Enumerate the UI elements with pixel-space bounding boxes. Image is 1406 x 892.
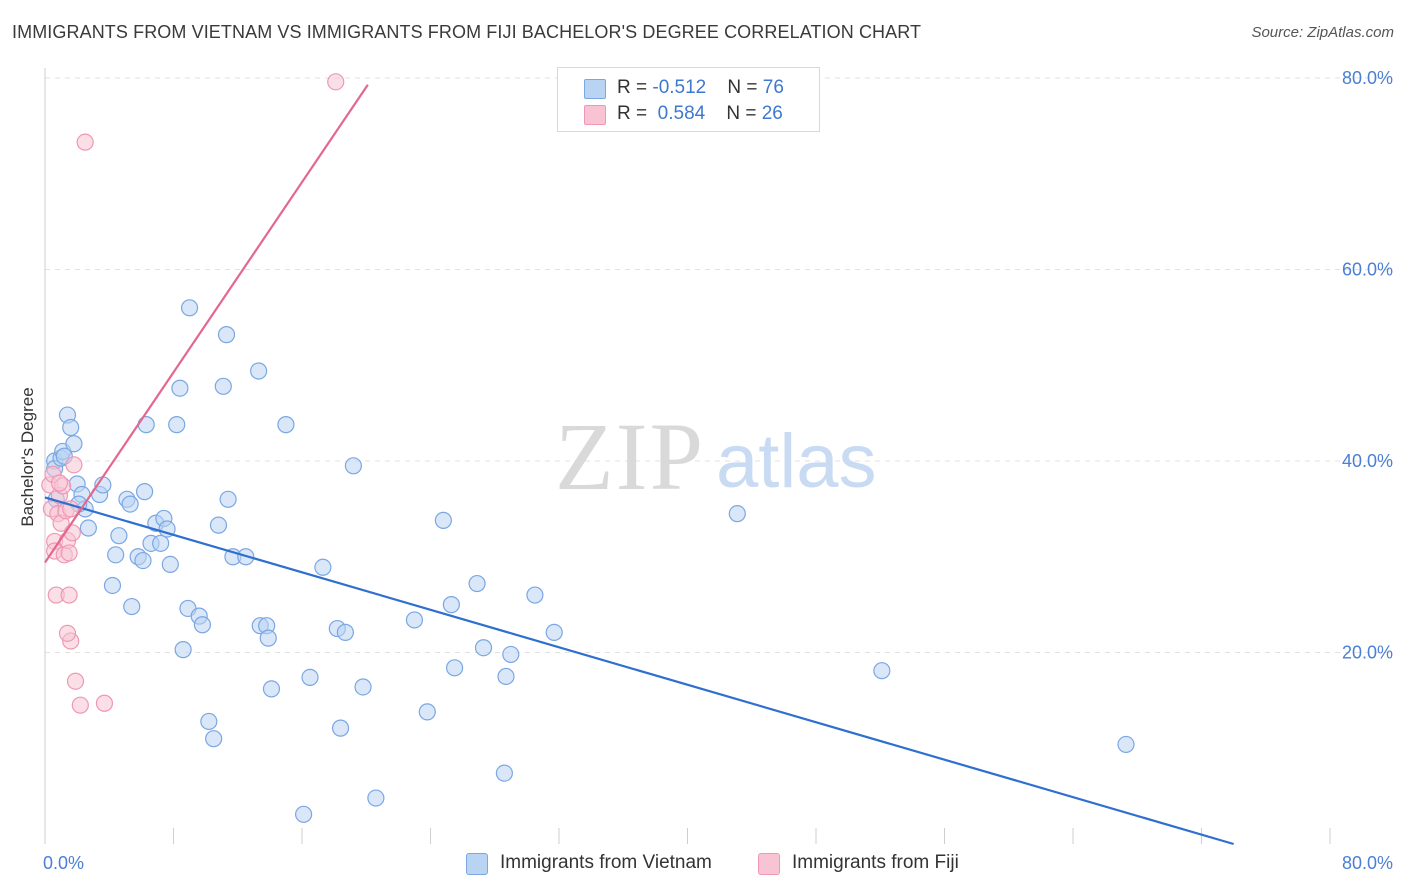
- fiji-point: [71, 696, 89, 714]
- y-tick-label: 60.0%: [1342, 260, 1393, 280]
- vietnam-point: [295, 805, 313, 823]
- vietnam-point: [442, 596, 460, 614]
- vietnam-point: [331, 719, 350, 737]
- fiji-point: [95, 694, 114, 712]
- vietnam-point: [314, 558, 332, 576]
- fiji-point: [62, 500, 80, 518]
- bottom-legend-label-fiji: Immigrants from Fiji: [792, 852, 959, 873]
- x-tick-label: 80.0%: [1342, 853, 1393, 873]
- x-tick-label: 0.0%: [43, 853, 84, 873]
- vietnam-point: [445, 659, 464, 677]
- legend-n-value: 76: [762, 77, 784, 98]
- fiji-point: [60, 544, 78, 562]
- legend-swatch-fiji: [584, 105, 606, 125]
- fiji-point: [65, 456, 83, 474]
- vietnam-point: [65, 435, 83, 453]
- points-layer: [41, 73, 1135, 823]
- vietnam-point: [62, 418, 80, 437]
- vietnam-point: [301, 668, 319, 686]
- y-tick-label: 80.0%: [1342, 68, 1393, 88]
- vietnam-point: [336, 623, 354, 641]
- vietnam-point: [205, 730, 223, 748]
- vietnam-point: [502, 645, 520, 664]
- fiji-point: [50, 474, 69, 492]
- vietnam-point: [209, 516, 228, 534]
- fiji-point: [66, 672, 85, 690]
- watermark: ZIP atlas: [555, 403, 877, 510]
- vietnam-point: [152, 534, 170, 552]
- vietnam-point: [495, 764, 513, 782]
- vietnam-point: [344, 457, 362, 475]
- legend-swatch-vietnam: [584, 79, 606, 99]
- axes-layer: [44, 68, 1331, 844]
- vietnam-point: [262, 680, 281, 698]
- fiji-point: [76, 133, 94, 151]
- vietnam-point: [168, 416, 186, 434]
- y-axis-label: Bachelor's Degree: [18, 387, 37, 526]
- vietnam-point: [474, 639, 493, 657]
- legend-n-label: N =: [727, 77, 763, 98]
- vietnam-point: [135, 483, 154, 501]
- vietnam-point: [193, 616, 212, 634]
- legend-n-label: N =: [726, 103, 762, 124]
- grid-layer: [45, 77, 1392, 653]
- fiji-point: [58, 624, 77, 642]
- vietnam-point: [171, 379, 189, 397]
- vietnam-point: [873, 662, 891, 680]
- bottom-legend-swatch-vietnam: [466, 853, 488, 875]
- legend-r-value: -0.512: [652, 77, 707, 98]
- vietnam-point: [200, 712, 218, 731]
- vietnam-point: [107, 546, 125, 564]
- legend-r-label: R =: [617, 77, 653, 98]
- fiji-point: [60, 586, 78, 604]
- vietnam-point: [137, 416, 155, 434]
- bottom-legend-label-vietnam: Immigrants from Vietnam: [500, 852, 712, 873]
- vietnam-point: [468, 574, 486, 593]
- vietnam-point: [354, 678, 372, 696]
- vietnam-point: [405, 611, 424, 629]
- vietnam-point: [497, 667, 515, 686]
- vietnam-trend-line: [44, 496, 1234, 846]
- vietnam-point: [134, 551, 152, 570]
- fiji-point: [327, 73, 345, 91]
- vietnam-point: [214, 377, 232, 395]
- vietnam-point: [728, 505, 746, 523]
- legend-r-value: 0.584: [657, 103, 706, 124]
- source-label: Source: ZipAtlas.com: [1251, 24, 1394, 41]
- vietnam-point: [1117, 735, 1135, 754]
- bottom-legend-swatch-fiji: [758, 853, 780, 875]
- watermark-zip: ZIP: [555, 403, 705, 510]
- chart-title: IMMIGRANTS FROM VIETNAM VS IMMIGRANTS FR…: [12, 22, 922, 42]
- vietnam-point: [277, 416, 295, 434]
- vietnam-point: [174, 641, 192, 659]
- vietnam-point: [545, 623, 563, 641]
- stats-legend: R = -0.512 N = 76 R = 0.584 N = 26: [557, 67, 820, 132]
- trend-layer: [44, 84, 1234, 846]
- vietnam-point: [217, 326, 236, 344]
- legend-r-label: R =: [617, 103, 653, 124]
- fiji-point: [63, 524, 81, 542]
- watermark-atlas: atlas: [716, 419, 877, 504]
- vietnam-point: [103, 576, 122, 595]
- vietnam-point: [250, 362, 268, 380]
- fiji-trend-line: [44, 84, 369, 564]
- y-tick-label: 20.0%: [1342, 643, 1393, 663]
- y-tick-label: 40.0%: [1342, 451, 1393, 471]
- vietnam-point: [526, 586, 544, 604]
- vietnam-point: [259, 629, 277, 647]
- tick-labels-layer: 20.0% 40.0% 60.0% 80.0% 0.0% 80.0%: [43, 68, 1393, 873]
- vietnam-point: [418, 703, 436, 721]
- vietnam-point: [121, 495, 139, 513]
- vietnam-point: [367, 789, 385, 807]
- vietnam-point: [158, 520, 176, 538]
- vietnam-point: [110, 527, 128, 545]
- vietnam-point: [79, 519, 97, 537]
- vietnam-point: [123, 597, 141, 616]
- vietnam-point: [161, 555, 179, 574]
- legend-n-value: 26: [761, 103, 783, 124]
- vietnam-point: [434, 511, 452, 529]
- vietnam-point: [219, 490, 237, 508]
- vietnam-point: [180, 299, 199, 317]
